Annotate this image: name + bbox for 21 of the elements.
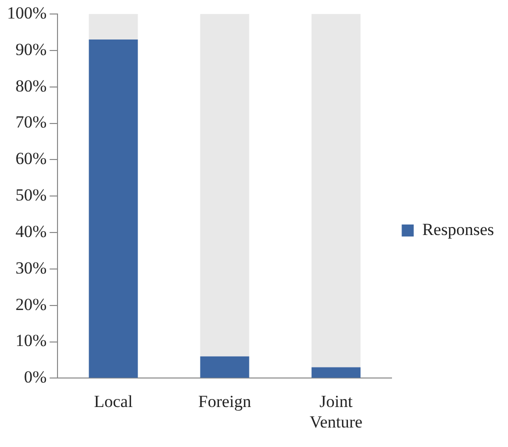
x-tick-label: Local — [94, 392, 133, 411]
y-tick-label: 70% — [15, 112, 47, 132]
y-tick-label: 50% — [15, 186, 47, 205]
y-tick-label: 80% — [15, 76, 47, 96]
bar — [312, 14, 361, 368]
bar — [312, 367, 361, 378]
bar — [200, 14, 250, 356]
y-tick-label: 40% — [15, 222, 47, 241]
bar — [88, 14, 138, 40]
legend-label: Responses — [422, 220, 494, 239]
bar — [200, 356, 250, 378]
y-tick-label: 10% — [15, 331, 47, 350]
x-tick-label: Foreign — [198, 392, 252, 411]
y-tick-label: 30% — [15, 258, 47, 278]
y-tick-label: 0% — [24, 368, 47, 387]
y-tick-label: 100% — [6, 3, 47, 22]
y-tick-label: 60% — [15, 149, 47, 168]
y-tick-label: 90% — [15, 40, 47, 59]
x-tick-label: Joint Venture — [310, 392, 362, 432]
y-tick-label: 20% — [15, 294, 47, 314]
bar — [88, 39, 138, 378]
